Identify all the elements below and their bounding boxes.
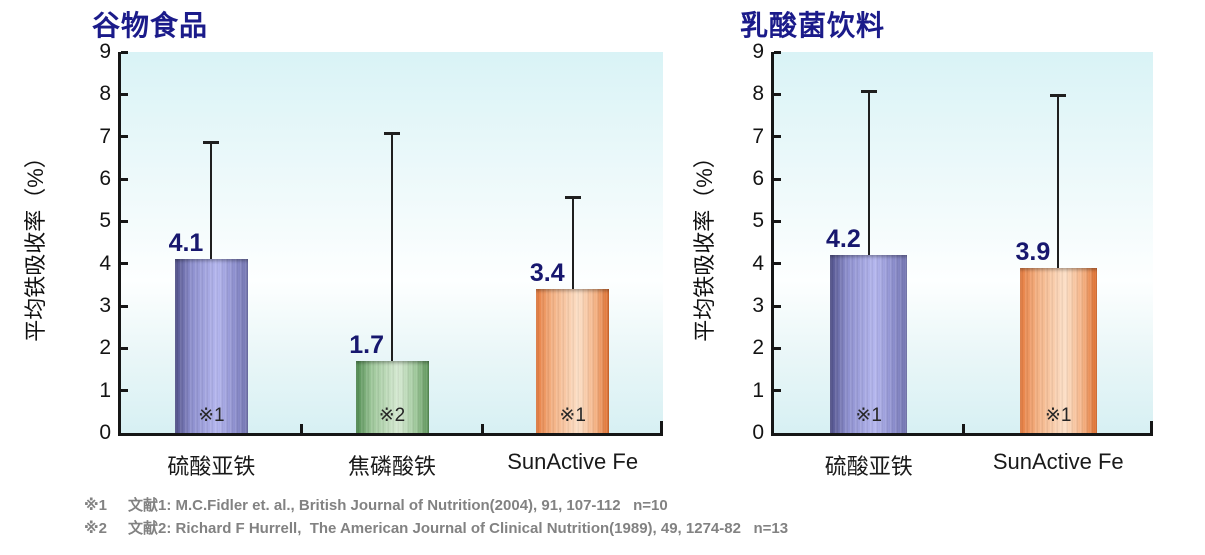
error-bar-焦磷酸铁 <box>391 132 393 362</box>
y-axis-tick-8 <box>121 92 128 96</box>
y-axis-label-left: 平均铁吸收率（%） <box>23 146 48 342</box>
y-axis-tick-9 <box>121 50 128 54</box>
y-axis-tick-6 <box>774 177 781 181</box>
y-axis-tick-label-5: 5 <box>752 209 764 233</box>
x-category-label-硫酸亚铁: 硫酸亚铁 <box>824 454 913 479</box>
footnote-2-text: 文献2: Richard F Hurrell, The American Jou… <box>128 520 789 537</box>
y-axis-tick-label-9: 9 <box>99 40 111 63</box>
y-axis-tick-3 <box>121 304 128 308</box>
y-axis-tick-label-7: 7 <box>99 124 111 148</box>
y-axis-tick-6 <box>121 177 128 181</box>
footnote-2: ※2 文献2: Richard F Hurrell, The American … <box>84 517 788 540</box>
y-axis-tick-label-7: 7 <box>752 124 764 148</box>
plot-area-cereal: 0 1 2 3 4 5 6 7 8 9 ※1 4.1 硫酸亚铁 ※2 1.7 焦磷酸铁 ※1 3.4 SunActi… <box>99 40 663 479</box>
plot-area-lactic-drink: 0 1 2 3 4 5 6 7 8 9 ※1 4.2 硫酸亚铁 ※1 3.9 SunActive Fe <box>752 40 1153 479</box>
error-bar-cap-硫酸亚铁 <box>860 90 877 94</box>
bar-note-SunActive Fe: ※1 <box>1045 405 1072 426</box>
y-axis-tick-label-4: 4 <box>752 251 764 275</box>
y-axis-tick-7 <box>774 135 781 139</box>
error-bar-硫酸亚铁 <box>210 140 213 260</box>
bar-note-焦磷酸铁: ※2 <box>378 405 406 426</box>
y-axis-tick-8 <box>774 92 781 96</box>
error-bar-SunActive Fe <box>571 195 574 290</box>
y-axis-tick-label-3: 3 <box>99 294 111 317</box>
bar-value-label-硫酸亚铁: 4.2 <box>825 225 861 254</box>
footnote-2-mark: ※2 <box>84 520 107 537</box>
y-axis-tick-label-4: 4 <box>99 251 111 275</box>
y-axis-tick-5 <box>121 219 128 223</box>
y-axis-tick-label-1: 1 <box>752 378 764 402</box>
bar-green-焦磷酸铁: ※2 <box>355 361 429 433</box>
y-axis-tick-4 <box>774 262 781 266</box>
x-category-label-焦磷酸铁: 焦磷酸铁 <box>347 454 436 479</box>
bar-value-label-焦磷酸铁: 1.7 <box>349 331 384 360</box>
y-axis-tick-label-8: 8 <box>99 82 111 106</box>
bar-note-硫酸亚铁: ※1 <box>198 405 225 426</box>
y-axis-tick-2 <box>121 346 128 350</box>
bar-note-SunActive Fe: ※1 <box>559 405 586 426</box>
bar-blue-硫酸亚铁: ※1 <box>830 255 908 433</box>
x-category-label-硫酸亚铁: 硫酸亚铁 <box>167 454 256 479</box>
x-axis-tick-1 <box>300 424 304 433</box>
error-bar-cap-焦磷酸铁 <box>384 132 400 136</box>
x-axis-tick-1 <box>962 424 965 433</box>
y-axis-tick-label-9: 9 <box>752 40 764 63</box>
x-category-label-SunActive Fe: SunActive Fe <box>992 449 1124 474</box>
bar-orange-SunActive Fe: ※1 <box>536 289 610 433</box>
footnote-1: ※1 文献1: M.C.Fidler et. al., British Jour… <box>84 494 788 517</box>
bar-value-label-SunActive Fe: 3.4 <box>529 259 565 288</box>
y-axis-tick-label-2: 2 <box>99 336 111 360</box>
y-axis-label-right: 平均铁吸收率（%） <box>692 146 717 342</box>
error-bar-cap-硫酸亚铁 <box>203 140 220 144</box>
y-axis-tick-3 <box>774 304 781 308</box>
bar-blue-硫酸亚铁: ※1 <box>174 259 248 433</box>
error-bar-SunActive Fe <box>1057 94 1060 268</box>
x-axis-end-tick <box>1150 421 1153 433</box>
x-axis-tick-2 <box>480 424 484 433</box>
x-axis-end-tick <box>660 421 663 433</box>
footnote-1-text: 文献1: M.C.Fidler et. al., British Journal… <box>128 497 668 514</box>
y-axis-tick-label-0: 0 <box>99 421 111 444</box>
y-axis-tick-label-3: 3 <box>752 294 764 317</box>
error-bar-cap-SunActive Fe <box>564 195 581 199</box>
y-axis-tick-label-8: 8 <box>752 82 764 106</box>
bar-value-label-SunActive Fe: 3.9 <box>1015 237 1051 266</box>
bar-value-label-硫酸亚铁: 4.1 <box>168 229 204 258</box>
y-axis-tick-1 <box>121 389 128 393</box>
error-bar-cap-SunActive Fe <box>1050 94 1067 98</box>
y-axis-tick-9 <box>774 50 781 54</box>
y-axis-tick-2 <box>774 346 781 350</box>
footnote-1-mark: ※1 <box>84 497 107 514</box>
x-category-label-SunActive Fe: SunActive Fe <box>507 449 639 474</box>
chart-title-lactic-drink: 乳酸菌饮料 <box>740 10 886 41</box>
y-axis-tick-label-0: 0 <box>752 421 764 444</box>
y-axis-tick-label-6: 6 <box>752 167 764 190</box>
y-axis-tick-label-2: 2 <box>752 336 764 360</box>
error-bar-硫酸亚铁 <box>867 90 870 256</box>
bar-note-硫酸亚铁: ※1 <box>855 405 883 426</box>
y-axis-tick-7 <box>121 135 128 139</box>
y-axis-tick-label-6: 6 <box>99 167 111 190</box>
bar-orange-SunActive Fe: ※1 <box>1019 267 1097 433</box>
y-axis-tick-1 <box>774 389 781 393</box>
y-axis-tick-label-1: 1 <box>99 378 111 402</box>
y-axis-tick-4 <box>121 262 128 266</box>
footnotes: ※1 文献1: M.C.Fidler et. al., British Jour… <box>84 494 788 540</box>
chart-title-cereal: 谷物食品 <box>92 10 209 41</box>
y-axis-tick-5 <box>774 219 781 223</box>
y-axis-tick-label-5: 5 <box>99 209 111 233</box>
